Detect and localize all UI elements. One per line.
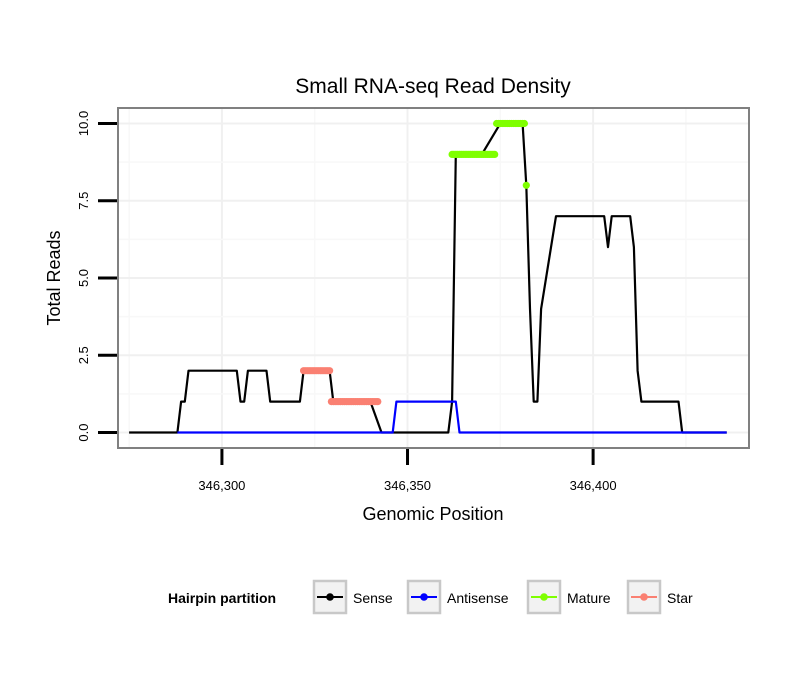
x-tick-label: 346,400: [570, 478, 617, 493]
data-point-mature: [520, 119, 529, 128]
legend-key-point: [540, 593, 548, 601]
x-tick-label: 346,300: [198, 478, 245, 493]
data-point-mature: [522, 181, 530, 189]
y-tick-label: 0.0: [76, 424, 91, 442]
legend-label-antisense: Antisense: [447, 590, 509, 606]
y-tick-label: 10.0: [76, 111, 91, 136]
x-axis: 346,300 346,350 346,400: [198, 449, 617, 493]
legend-label-star: Star: [667, 590, 693, 606]
y-tick-label: 2.5: [76, 346, 91, 364]
plot-border: [117, 107, 750, 449]
legend-key-point: [326, 593, 334, 601]
y-tick-label: 5.0: [76, 269, 91, 287]
legend-label-sense: Sense: [353, 590, 393, 606]
legend-label-mature: Mature: [567, 590, 611, 606]
legend-key-point: [640, 593, 648, 601]
x-tick-label: 346,350: [384, 478, 431, 493]
legend-key-point: [420, 593, 428, 601]
series-line-antisense: [177, 400, 727, 434]
data-point-star: [374, 398, 382, 406]
legend: Hairpin partition Sense Antisense Mature St…: [168, 579, 693, 615]
y-axis: 0.0 2.5 5.0 7.5 10.0: [76, 111, 117, 442]
data-point-mature: [491, 150, 499, 158]
y-tick-label: 7.5: [76, 192, 91, 210]
x-axis-label: Genomic Position: [362, 504, 503, 524]
data-point-star: [326, 367, 334, 375]
series-group: [129, 119, 727, 434]
y-axis-label: Total Reads: [44, 230, 64, 325]
chart-title: Small RNA-seq Read Density: [295, 75, 571, 98]
legend-title: Hairpin partition: [168, 590, 276, 606]
